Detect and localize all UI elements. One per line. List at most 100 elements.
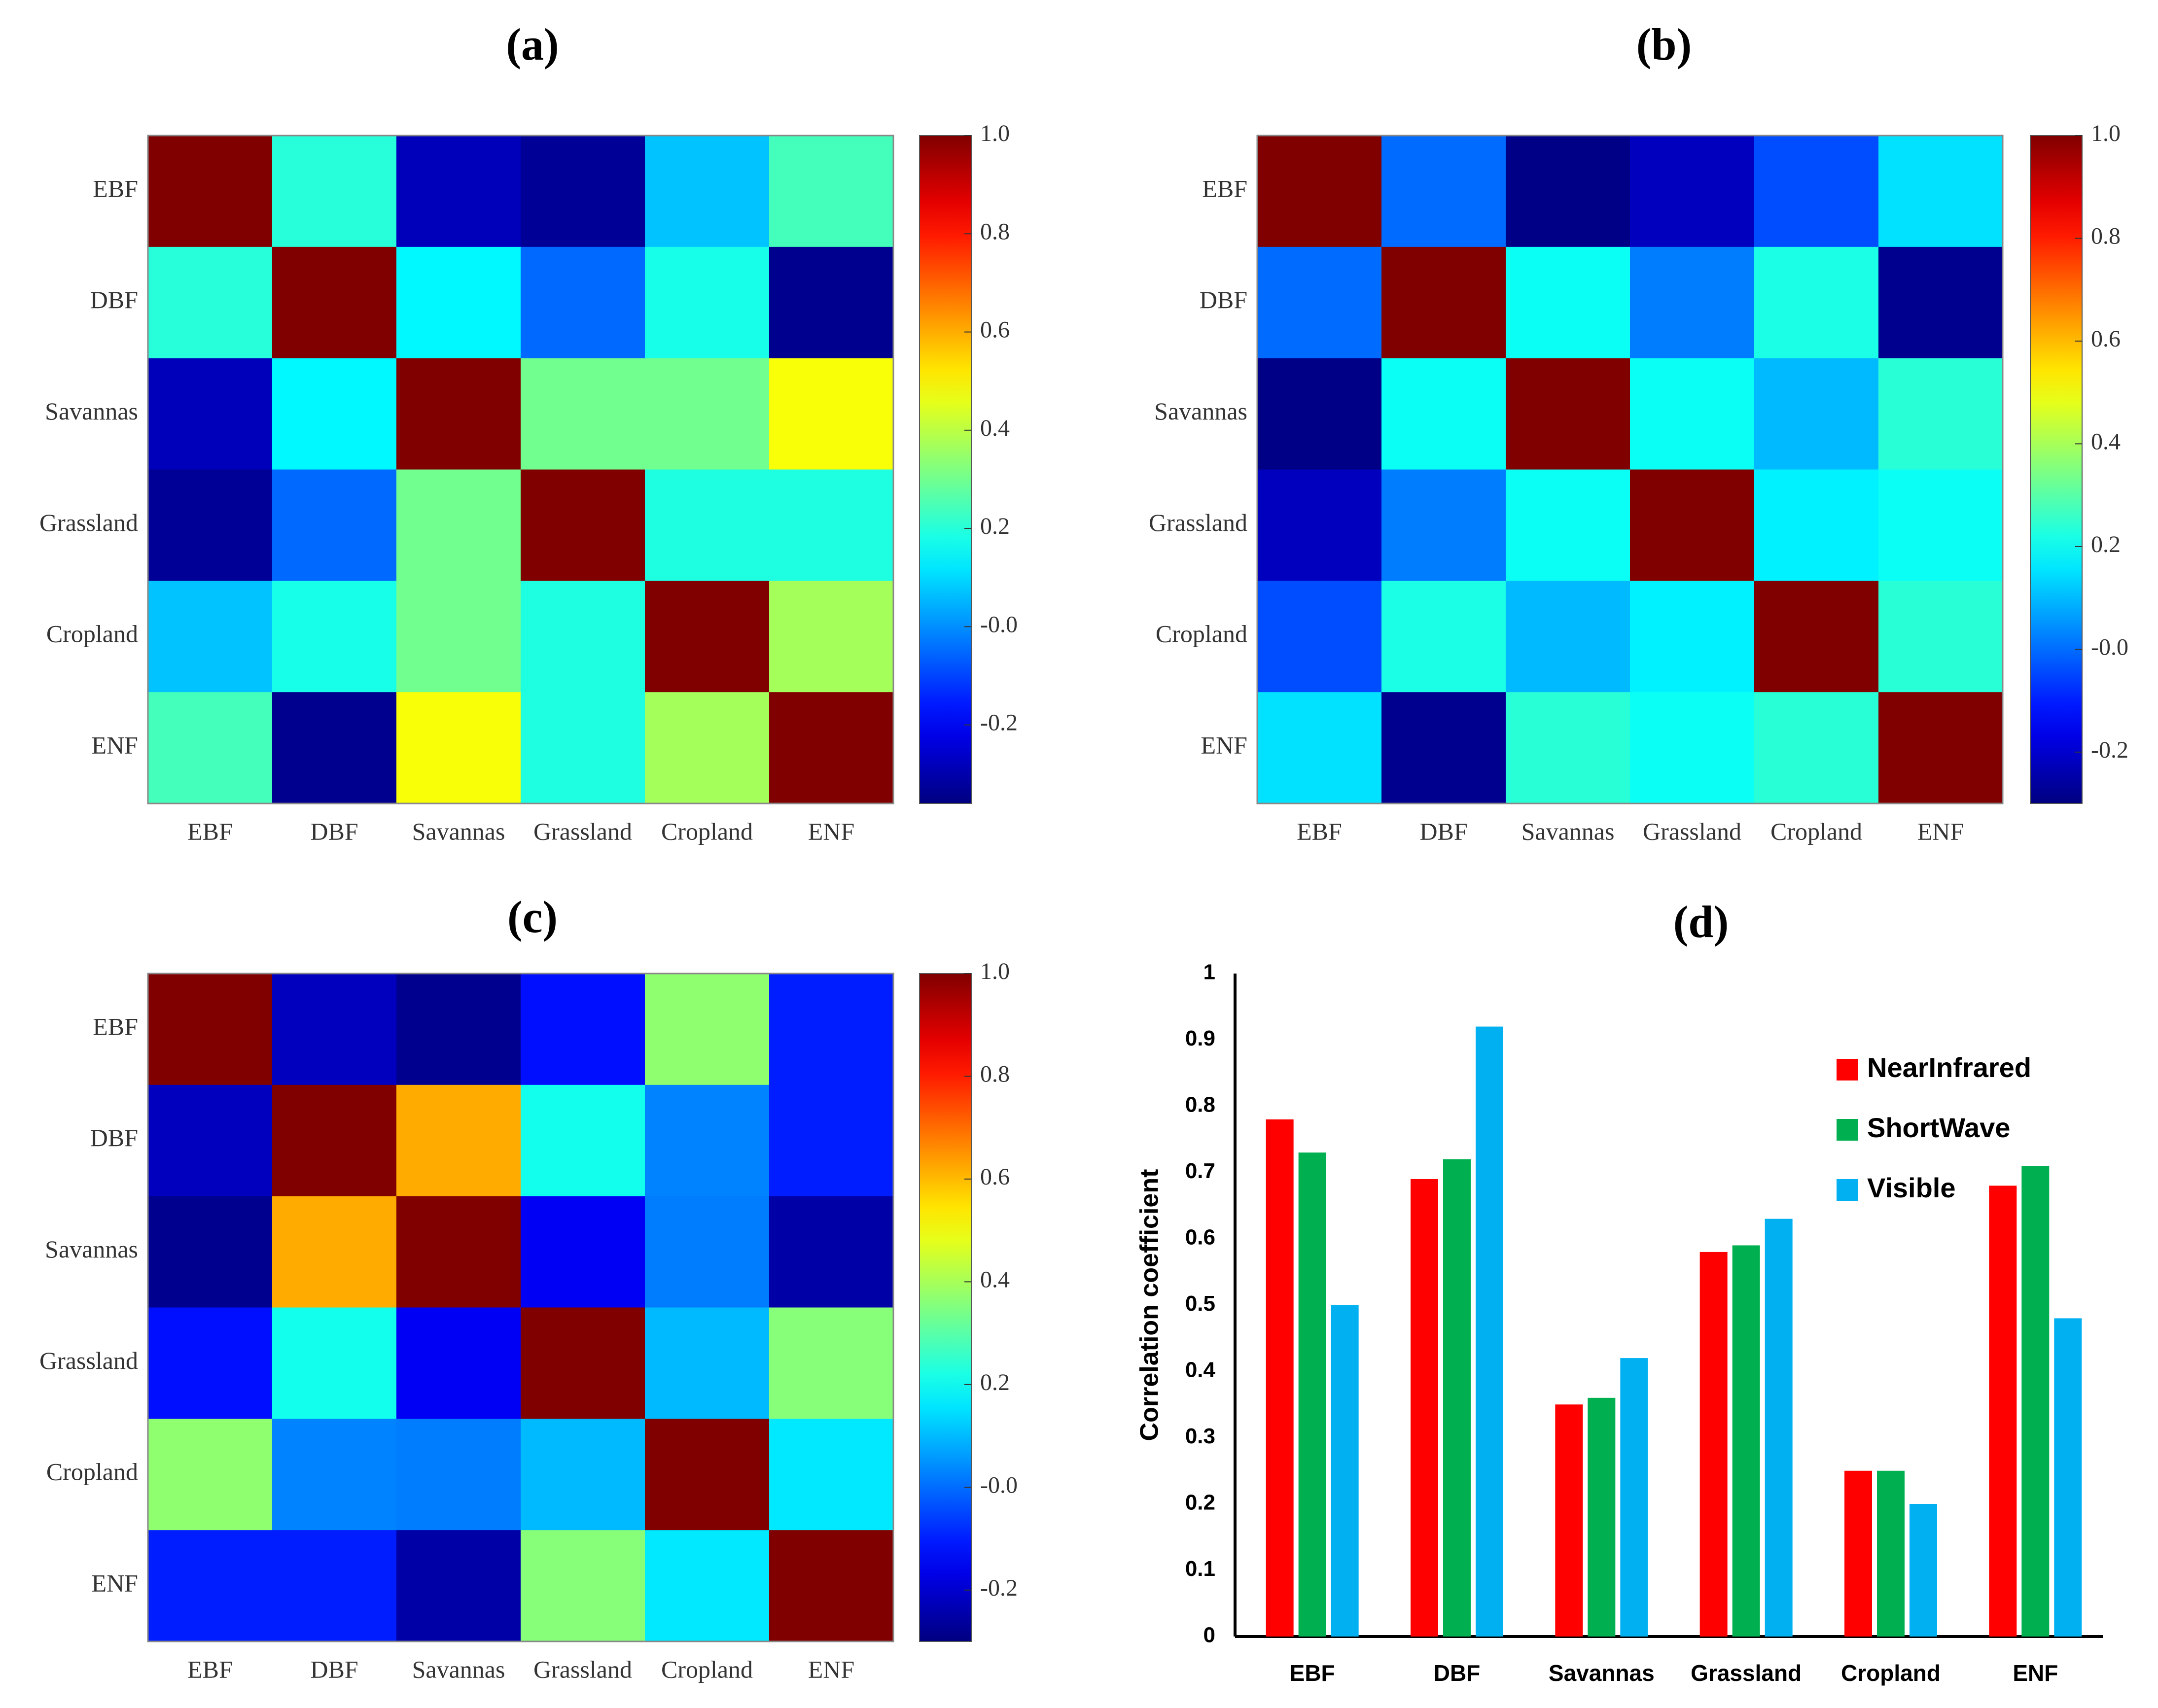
heatmap-cell: [645, 692, 770, 804]
bar-nearinfrared: [1699, 1252, 1728, 1637]
y-tick-label: 0.9: [1185, 1026, 1215, 1050]
row-label: Savannas: [1154, 397, 1247, 425]
heatmap-cell: [769, 1530, 894, 1642]
heatmap-cell: [1878, 469, 2003, 581]
heatmap-cell: [645, 1530, 770, 1642]
heatmap-cell: [1381, 136, 1506, 247]
heatmap-cell: [396, 1530, 521, 1642]
bar-shortwave: [1443, 1159, 1471, 1637]
colorbar-tick-label: -0.0: [980, 1472, 1018, 1498]
heatmap-cell: [1506, 136, 1630, 247]
heatmap-cell: [1506, 469, 1630, 581]
row-label: Grassland: [39, 509, 138, 536]
heatmap-cell: [769, 1419, 894, 1531]
bar-nearinfrared: [1411, 1179, 1438, 1637]
heatmap-cell: [396, 469, 521, 581]
heatmap-cell: [148, 358, 273, 470]
col-label: EBF: [1297, 817, 1342, 845]
heatmap-cell: [769, 581, 894, 693]
bar-visible: [1765, 1219, 1793, 1637]
heatmap-cell: [272, 1307, 397, 1419]
heatmap-cell: [645, 581, 770, 693]
colorbar-tick-label: 1.0: [980, 958, 1010, 984]
col-label: DBF: [1419, 817, 1467, 845]
heatmap-cell: [1506, 692, 1630, 804]
heatmap-cell: [645, 1196, 770, 1308]
heatmap-cell: [148, 1307, 273, 1419]
heatmap-cell: [148, 1196, 273, 1308]
row-label: EBF: [1202, 174, 1247, 202]
bar-nearinfrared: [1555, 1404, 1583, 1637]
heatmap-cell: [645, 1307, 770, 1419]
row-label: Grassland: [39, 1347, 138, 1374]
row-label: Savannas: [45, 397, 138, 425]
y-tick-label: 0.8: [1185, 1093, 1215, 1117]
heatmap-cell: [396, 974, 521, 1085]
row-label: DBF: [90, 286, 138, 314]
bar-visible: [1620, 1358, 1648, 1637]
heatmap-cell: [1754, 358, 1879, 470]
colorbar-tick-label: 0.6: [980, 317, 1010, 343]
colorbar-tick-label: 0.4: [980, 415, 1010, 441]
colorbar-tick-label: -0.2: [2091, 737, 2128, 763]
col-label: ENF: [808, 817, 854, 845]
bar-nearinfrared: [1989, 1185, 2017, 1637]
legend-label: NearInfrared: [1867, 1052, 2031, 1083]
y-tick-label: 0.2: [1185, 1491, 1215, 1515]
heatmap-cell: [272, 469, 397, 581]
colorbar-tick-label: 0.2: [2091, 531, 2121, 558]
colorbar-tick-label: 0.8: [2091, 223, 2121, 249]
legend-swatch: [1837, 1059, 1858, 1081]
heatmap-cell: [1754, 581, 1879, 693]
colorbar-tick-label: 0.8: [980, 1061, 1010, 1087]
row-label: EBF: [93, 174, 138, 202]
y-tick-label: 0.1: [1185, 1557, 1215, 1581]
heatmap-cell: [148, 246, 273, 359]
heatmap-cell: [769, 136, 894, 247]
bar-shortwave: [2021, 1166, 2050, 1637]
bar-shortwave: [1732, 1245, 1760, 1637]
bar-visible: [2054, 1318, 2082, 1637]
bar-shortwave: [1877, 1470, 1905, 1637]
heatmap-cell: [645, 1084, 770, 1197]
heatmap-frame: [147, 135, 894, 804]
row-label: ENF: [92, 732, 138, 759]
heatmap-cell: [1878, 358, 2003, 470]
row-label: Grassland: [1149, 509, 1247, 536]
bar-nearinfrared: [1266, 1119, 1294, 1637]
heatmap-cell: [148, 581, 273, 693]
heatmap-cell: [521, 692, 645, 804]
heatmap-cell: [521, 1530, 645, 1642]
col-label: Grassland: [533, 817, 632, 845]
x-tick-label: ENF: [2013, 1660, 2058, 1686]
heatmap-cell: [272, 1196, 397, 1308]
bar-visible: [1910, 1504, 1937, 1637]
legend-label: Visible: [1867, 1172, 1956, 1203]
x-tick-label: Savannas: [1549, 1660, 1655, 1686]
heatmap-cell: [272, 692, 397, 804]
y-tick-label: 0: [1203, 1623, 1215, 1647]
heatmap-cell: [272, 1530, 397, 1642]
heatmap-cell: [396, 692, 521, 804]
colorbar-tick-label: -0.0: [2091, 634, 2128, 660]
heatmap-cell: [521, 246, 645, 359]
heatmap-cell: [521, 469, 645, 581]
heatmap-cell: [645, 974, 770, 1085]
heatmap-cell: [521, 1196, 645, 1308]
bar-shortwave: [1298, 1152, 1326, 1637]
x-tick-label: EBF: [1290, 1660, 1335, 1686]
heatmap-cell: [1381, 246, 1506, 359]
heatmap-cell: [396, 1196, 521, 1308]
colorbar-tick-label: -0.2: [980, 1575, 1018, 1601]
heatmap-cell: [521, 1084, 645, 1197]
row-label: DBF: [1200, 286, 1247, 314]
colorbar: [2030, 135, 2083, 804]
heatmap-cell: [1754, 469, 1879, 581]
heatmap-cell: [396, 246, 521, 359]
heatmap-cell: [272, 974, 397, 1085]
heatmap-cell: [1878, 581, 2003, 693]
colorbar: [919, 135, 972, 804]
heatmap-frame: [147, 973, 894, 1642]
heatmap-cell: [1381, 469, 1506, 581]
heatmap-cell: [1630, 136, 1755, 247]
